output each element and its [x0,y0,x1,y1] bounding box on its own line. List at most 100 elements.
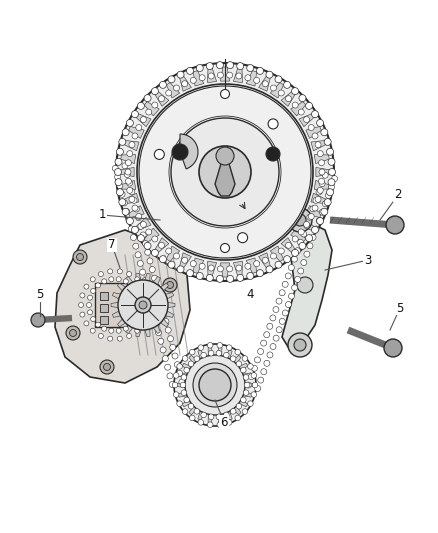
Circle shape [190,349,195,355]
Polygon shape [144,102,159,116]
Circle shape [264,360,270,366]
Circle shape [174,362,180,368]
Circle shape [267,324,273,329]
Circle shape [301,260,307,265]
Circle shape [226,419,232,425]
Circle shape [283,256,290,263]
Circle shape [216,62,223,69]
Circle shape [235,415,240,421]
Circle shape [116,277,121,282]
Circle shape [317,151,323,157]
Circle shape [163,278,177,292]
Circle shape [298,229,304,235]
Circle shape [117,148,124,155]
Polygon shape [291,228,306,243]
Circle shape [132,133,138,139]
Circle shape [122,163,128,169]
Circle shape [299,95,306,102]
Circle shape [152,102,158,108]
Circle shape [77,254,84,261]
Polygon shape [233,261,243,276]
Circle shape [384,339,402,357]
FancyBboxPatch shape [100,304,108,312]
Circle shape [127,151,133,157]
FancyBboxPatch shape [100,316,108,324]
Circle shape [279,290,285,296]
Polygon shape [208,412,214,423]
Circle shape [319,169,325,175]
Circle shape [179,379,185,385]
Circle shape [127,188,133,193]
Circle shape [112,165,118,171]
Circle shape [283,310,288,316]
Circle shape [138,235,145,241]
Circle shape [140,232,146,238]
Circle shape [201,352,206,358]
Circle shape [207,422,213,427]
Circle shape [216,276,223,282]
Circle shape [173,253,180,259]
Circle shape [286,302,291,308]
Circle shape [133,206,139,212]
Polygon shape [55,230,190,383]
Circle shape [310,235,316,240]
Circle shape [117,183,123,189]
Circle shape [286,243,292,248]
Polygon shape [243,382,253,388]
Circle shape [91,317,95,321]
Circle shape [174,344,256,426]
Circle shape [254,357,261,363]
Circle shape [144,286,150,293]
Polygon shape [311,193,326,204]
Circle shape [198,345,204,350]
Circle shape [276,327,282,333]
Circle shape [95,283,100,288]
Circle shape [177,71,184,78]
Circle shape [116,63,334,281]
Circle shape [275,76,282,83]
Text: 6: 6 [220,416,228,429]
Circle shape [118,280,168,330]
Polygon shape [121,155,136,164]
Circle shape [261,340,267,346]
Circle shape [31,313,45,327]
Circle shape [185,355,245,415]
Polygon shape [314,181,329,189]
Circle shape [117,189,124,196]
Circle shape [317,217,324,224]
Circle shape [245,75,251,80]
Circle shape [254,385,261,392]
Circle shape [312,205,318,211]
Circle shape [182,81,188,87]
Circle shape [244,382,250,388]
Circle shape [129,196,135,203]
Circle shape [327,148,334,155]
Circle shape [124,208,130,215]
Polygon shape [163,310,173,317]
Polygon shape [126,324,134,334]
Polygon shape [129,126,144,139]
Circle shape [142,278,148,284]
Circle shape [135,328,140,333]
Circle shape [138,102,145,109]
Polygon shape [178,373,189,380]
Circle shape [216,414,222,419]
Circle shape [109,328,114,333]
Circle shape [311,227,318,233]
Circle shape [116,328,121,333]
Circle shape [173,85,180,91]
Circle shape [141,221,146,228]
Polygon shape [163,293,173,300]
Circle shape [318,160,325,166]
Circle shape [292,285,297,291]
Polygon shape [314,155,329,164]
Polygon shape [311,140,326,151]
Circle shape [141,284,146,289]
Circle shape [138,295,142,300]
Circle shape [182,356,188,361]
Circle shape [279,318,285,325]
Circle shape [149,266,155,272]
Polygon shape [224,409,232,420]
Circle shape [292,249,299,256]
Circle shape [177,364,182,369]
